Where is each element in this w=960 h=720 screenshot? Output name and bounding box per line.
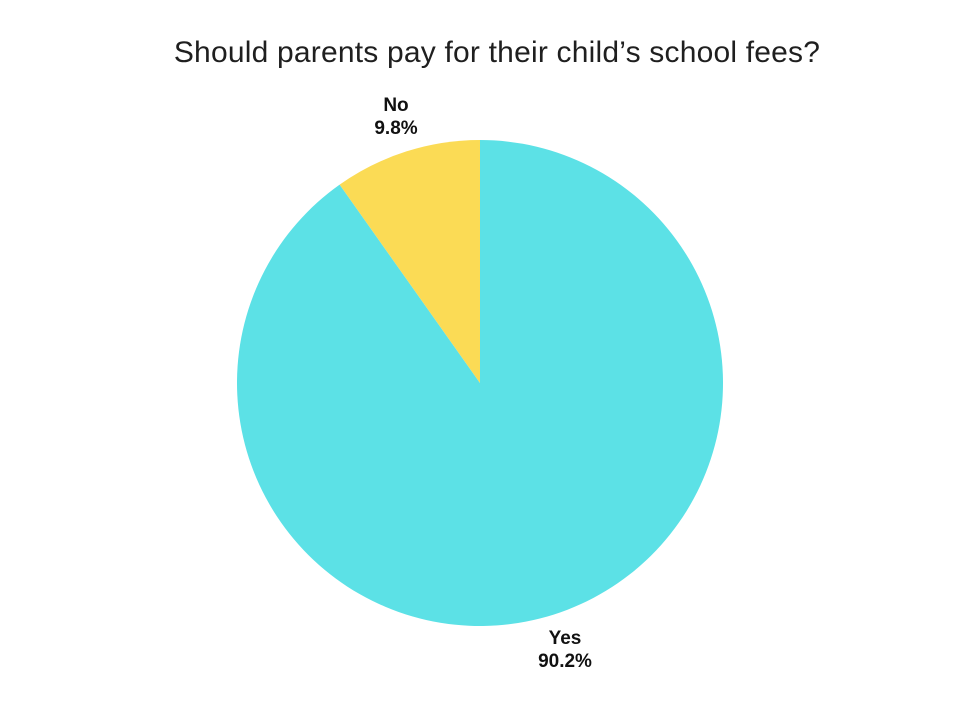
pie-slice-yes (237, 140, 724, 626)
pie-label-yes: Yes 90.2% (538, 627, 592, 673)
pie-label-yes-name: Yes (548, 628, 582, 649)
pie-label-no-pct: 9.8% (374, 118, 418, 139)
pie-label-no: No 9.8% (374, 94, 417, 140)
pie-slice-no (339, 140, 480, 383)
pie-label-yes-pct: 90.2% (538, 651, 592, 672)
chart-title: Should parents pay for their child’s sch… (173, 36, 821, 69)
pie-label-no-name: No (383, 95, 409, 116)
